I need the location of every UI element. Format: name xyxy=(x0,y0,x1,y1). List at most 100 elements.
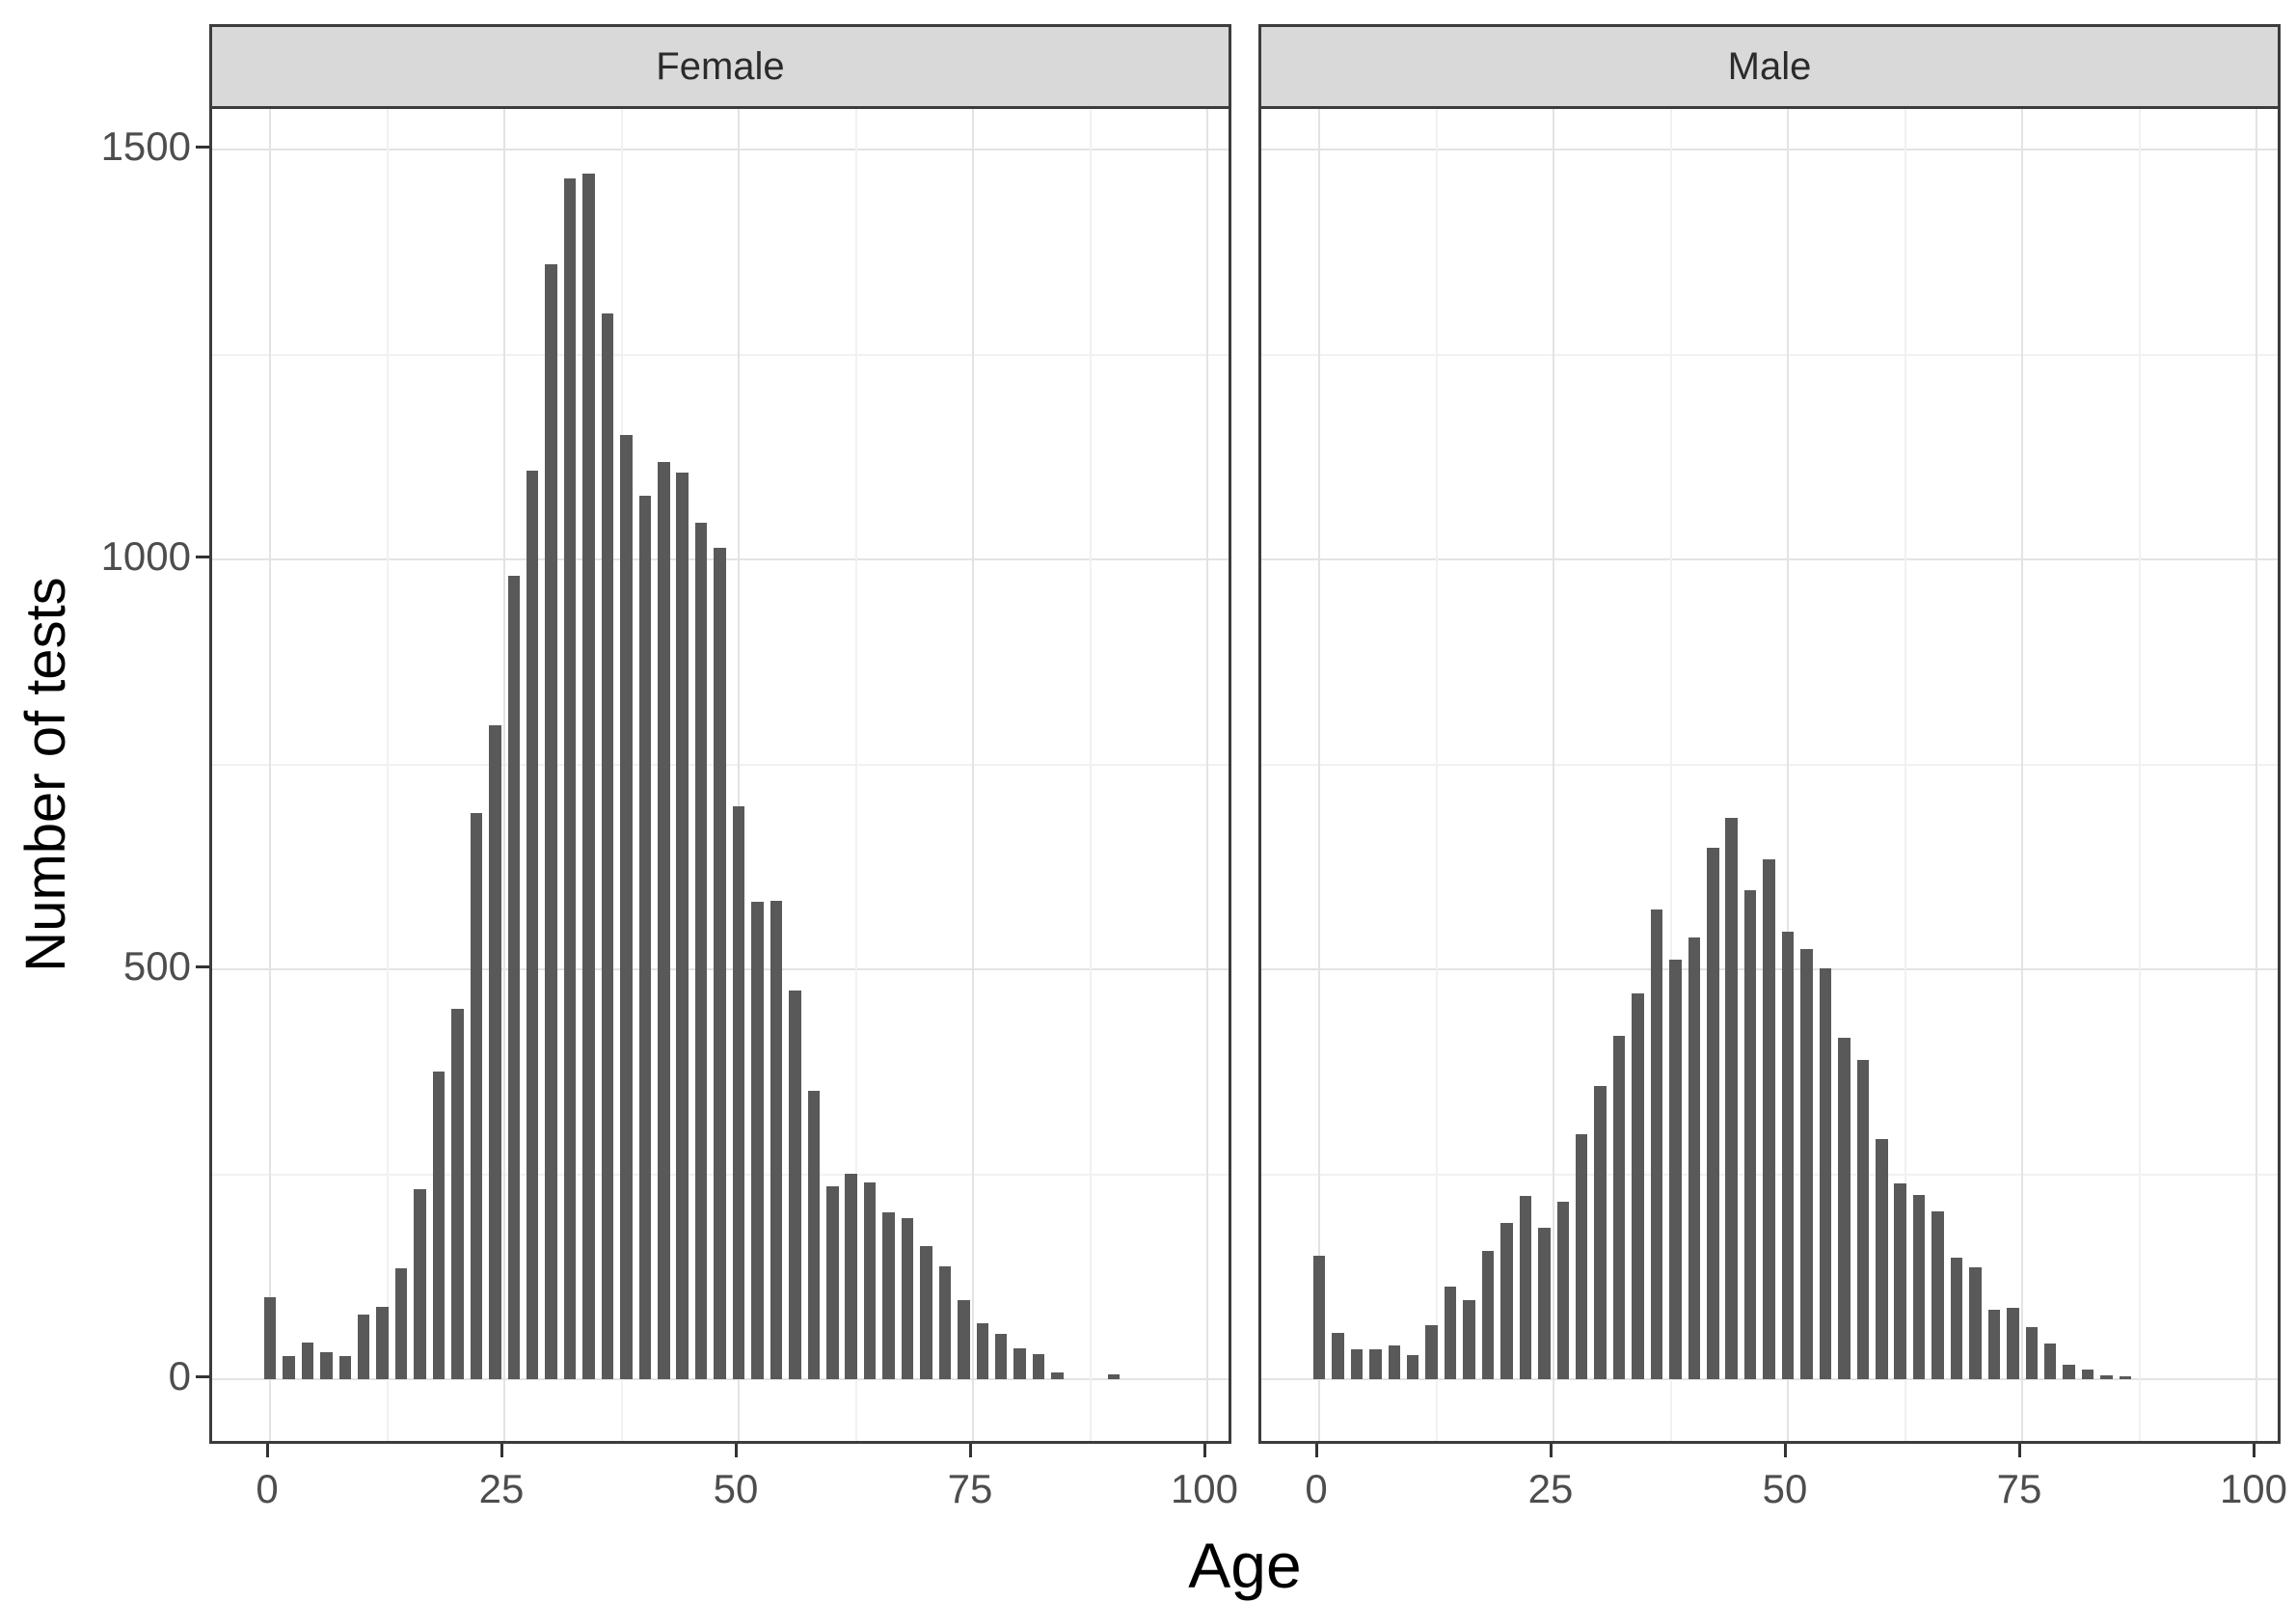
gridline-x-minor xyxy=(2138,109,2141,1441)
histogram-bar xyxy=(1819,968,1832,1379)
histogram-bar xyxy=(1987,1310,2001,1379)
histogram-bar xyxy=(1388,1345,1400,1379)
histogram-bar xyxy=(1931,1211,1944,1379)
y-axis-tick xyxy=(196,1374,209,1378)
gridline-x-major xyxy=(2255,109,2257,1441)
histogram-bar xyxy=(1500,1223,1513,1379)
gridline-y-minor xyxy=(212,353,1229,356)
histogram-bar xyxy=(1763,859,1775,1379)
histogram-bar xyxy=(2081,1370,2094,1379)
histogram-bar xyxy=(1332,1333,1344,1379)
x-tick-label: 50 xyxy=(1762,1466,1808,1511)
histogram-bar xyxy=(507,576,520,1379)
gridline-x-major xyxy=(1787,109,1789,1441)
histogram-bar xyxy=(582,174,595,1379)
histogram-bar xyxy=(2007,1308,2019,1379)
histogram-bar xyxy=(620,435,633,1379)
x-axis-tick xyxy=(968,1444,972,1457)
x-tick-label: 0 xyxy=(1305,1466,1328,1511)
histogram-bar xyxy=(1463,1300,1475,1379)
histogram-bar xyxy=(901,1218,914,1379)
histogram-bar xyxy=(1519,1196,1532,1379)
gridline-x-major xyxy=(972,109,974,1441)
histogram-bar xyxy=(1350,1349,1364,1379)
histogram-bar xyxy=(1312,1256,1326,1379)
x-tick-label: 25 xyxy=(478,1466,525,1511)
histogram-bar xyxy=(789,991,801,1379)
histogram-bar xyxy=(1594,1086,1607,1379)
gridline-x-major xyxy=(503,109,505,1441)
histogram-bar xyxy=(489,725,501,1379)
histogram-bar xyxy=(414,1189,426,1379)
histogram-bar xyxy=(2043,1344,2057,1379)
histogram-bar xyxy=(1032,1354,1045,1379)
facet-strip: Male xyxy=(1258,24,2281,106)
histogram-bar xyxy=(357,1315,370,1379)
histogram-bar xyxy=(1650,910,1663,1379)
histogram-bar xyxy=(770,901,783,1379)
facet-strip: Female xyxy=(209,24,1231,106)
y-tick-label: 1500 xyxy=(100,123,191,169)
histogram-bar xyxy=(2100,1375,2113,1379)
histogram-bar xyxy=(545,264,557,1379)
histogram-bar xyxy=(283,1356,295,1379)
gridline-y-major xyxy=(1261,558,2278,560)
histogram-bar xyxy=(1406,1355,1419,1379)
histogram-bar xyxy=(432,1072,446,1379)
histogram-bar xyxy=(1876,1139,1888,1379)
histogram-bar xyxy=(826,1186,839,1379)
histogram-bar xyxy=(376,1307,389,1379)
histogram-bar xyxy=(338,1356,351,1379)
x-axis-tick xyxy=(1314,1444,1318,1457)
gridline-y-major xyxy=(212,1378,1229,1380)
histogram-bar xyxy=(1781,932,1795,1379)
histogram-bar xyxy=(863,1182,877,1379)
x-axis-tick xyxy=(500,1444,503,1457)
histogram-bar xyxy=(1013,1348,1026,1379)
x-axis-tick xyxy=(1549,1444,1553,1457)
histogram-bar xyxy=(658,462,670,1379)
x-tick-label: 25 xyxy=(1527,1466,1574,1511)
histogram-bar xyxy=(1856,1060,1869,1379)
histogram-bar xyxy=(1051,1372,1064,1379)
histogram-bar xyxy=(1669,960,1682,1379)
gridline-x-major xyxy=(1318,109,1320,1441)
histogram-bar xyxy=(1107,1374,1121,1379)
gridline-x-minor xyxy=(386,109,389,1441)
plot-panel xyxy=(1258,106,2281,1444)
histogram-bar xyxy=(807,1091,820,1379)
histogram-bar xyxy=(1632,993,1644,1379)
histogram-bar xyxy=(263,1297,277,1379)
x-tick-label: 50 xyxy=(713,1466,759,1511)
histogram-bar xyxy=(1444,1287,1457,1379)
histogram-bar xyxy=(1838,1038,1850,1379)
gridline-y-minor xyxy=(1261,763,2278,766)
gridline-x-major xyxy=(1553,109,1554,1441)
histogram-bar xyxy=(563,178,577,1379)
y-axis-tick xyxy=(196,145,209,149)
histogram-bar xyxy=(1425,1325,1438,1379)
x-tick-label: 75 xyxy=(1996,1466,2042,1511)
histogram-bar xyxy=(1369,1349,1382,1379)
x-tick-label: 75 xyxy=(947,1466,993,1511)
histogram-bar xyxy=(1912,1195,1926,1379)
histogram-bar xyxy=(320,1352,333,1379)
x-axis-tick xyxy=(1783,1444,1787,1457)
histogram-bar xyxy=(1556,1202,1569,1379)
histogram-bar xyxy=(1612,1036,1626,1379)
histogram-bar xyxy=(394,1268,408,1379)
histogram-bar xyxy=(2025,1327,2038,1379)
facet-strip-label: Female xyxy=(656,44,785,88)
x-tick-label: 100 xyxy=(2219,1466,2288,1511)
x-axis-tick xyxy=(1202,1444,1206,1457)
histogram-bar xyxy=(920,1246,932,1379)
histogram-bar xyxy=(2063,1365,2075,1379)
x-axis-tick xyxy=(2017,1444,2021,1457)
histogram-bar xyxy=(526,471,539,1379)
x-tick-label: 0 xyxy=(256,1466,279,1511)
histogram-bar xyxy=(958,1300,970,1379)
histogram-bar xyxy=(1575,1134,1588,1379)
gridline-x-major xyxy=(1206,109,1208,1441)
facet-strip-label: Male xyxy=(1727,44,1812,88)
gridline-x-minor xyxy=(1089,109,1092,1441)
